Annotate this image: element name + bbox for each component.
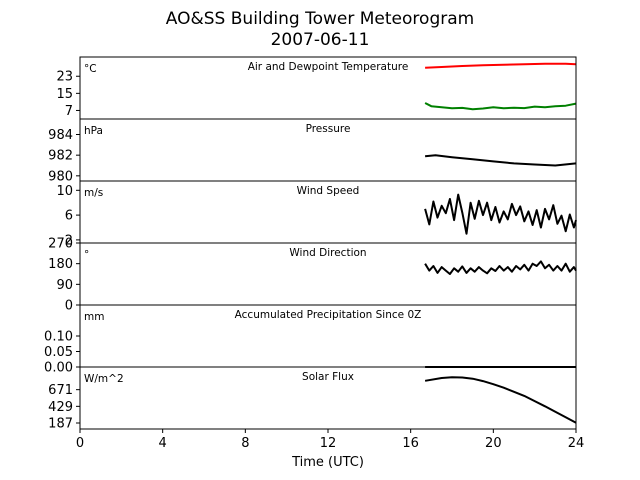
panel-precip: 0.000.050.10 mm Accumulated Precipitation … bbox=[44, 304, 577, 376]
panel-title-wind_dir: Wind Direction bbox=[289, 247, 366, 259]
x-tick-label-0: 0 bbox=[76, 436, 84, 451]
panel-pressure: 980 982 984 hPa Pressure bbox=[48, 118, 577, 184]
figure-subtitle-date: 2007-06-11 bbox=[271, 30, 370, 50]
series-line-wind_speed-0 bbox=[424, 193, 577, 235]
panel-unit-wind_speed: m/s bbox=[84, 187, 103, 199]
panel-title-wind_speed: Wind Speed bbox=[297, 185, 360, 197]
x-axis-label: Time (UTC) bbox=[291, 455, 364, 470]
y-tick-label-precip-1: 0.05 bbox=[44, 345, 73, 360]
panel-solar: 187 429 671 W/m^2 Solar Flux bbox=[48, 366, 577, 432]
panel-unit-solar: W/m^2 bbox=[84, 373, 124, 385]
x-axis: 0 4 8 12 16 20 24 bbox=[76, 429, 584, 451]
y-tick-label-precip-2: 0.10 bbox=[44, 330, 73, 345]
x-tick-label-2: 8 bbox=[241, 436, 249, 451]
x-tick-label-3: 12 bbox=[320, 436, 337, 451]
panel-unit-wind_dir: ° bbox=[84, 249, 89, 261]
y-tick-label-wind_dir-0: 0 bbox=[65, 299, 73, 314]
y-tick-label-temp-0: 7 bbox=[65, 104, 73, 119]
y-tick-label-wind_dir-2: 180 bbox=[48, 257, 73, 272]
panel-wind_speed: 2 6 10 m/s Wind Speed bbox=[56, 180, 577, 248]
panel-unit-precip: mm bbox=[84, 311, 104, 323]
y-tick-label-temp-2: 23 bbox=[56, 70, 73, 85]
panel-wind_dir: 0 90 180 270 ° Wind Direction bbox=[48, 237, 577, 314]
y-tick-label-solar-1: 429 bbox=[48, 400, 73, 415]
series-line-temp-0 bbox=[425, 62, 577, 69]
y-tick-label-solar-2: 671 bbox=[48, 383, 73, 398]
series-line-pressure-0 bbox=[425, 154, 577, 167]
x-tick-label-5: 20 bbox=[485, 436, 502, 451]
figure-title: AO&SS Building Tower Meteorogram bbox=[166, 9, 474, 29]
panel-title-solar: Solar Flux bbox=[302, 371, 354, 383]
y-tick-label-wind_speed-0: 2 bbox=[65, 233, 73, 248]
y-tick-label-pressure-0: 980 bbox=[48, 169, 73, 184]
y-tick-label-temp-1: 15 bbox=[56, 87, 73, 102]
y-tick-label-pressure-1: 982 bbox=[48, 149, 73, 164]
y-tick-label-wind_speed-2: 10 bbox=[56, 184, 73, 199]
x-tick-label-1: 4 bbox=[159, 436, 167, 451]
x-tick-label-4: 16 bbox=[402, 436, 419, 451]
y-tick-label-pressure-2: 984 bbox=[48, 128, 73, 143]
x-tick-label-6: 24 bbox=[568, 436, 585, 451]
y-tick-label-wind_dir-1: 90 bbox=[56, 278, 73, 293]
series-line-wind_dir-0 bbox=[424, 260, 577, 275]
y-tick-label-solar-0: 187 bbox=[48, 417, 73, 432]
panel-title-temp: Air and Dewpoint Temperature bbox=[248, 61, 409, 73]
y-tick-label-wind_dir-3: 270 bbox=[48, 237, 73, 252]
panel-title-precip: Accumulated Precipitation Since 0Z bbox=[235, 309, 422, 321]
series-line-temp-1 bbox=[424, 102, 577, 111]
panel-temp: 7 15 23 °C Air and Dewpoint Temperature bbox=[56, 56, 577, 120]
series-line-solar-0 bbox=[424, 376, 577, 424]
panel-unit-temp: °C bbox=[84, 63, 97, 75]
panel-title-pressure: Pressure bbox=[306, 123, 351, 135]
y-tick-label-wind_speed-1: 6 bbox=[65, 209, 73, 224]
y-tick-label-precip-0: 0.00 bbox=[44, 361, 73, 376]
panel-unit-pressure: hPa bbox=[84, 125, 103, 137]
